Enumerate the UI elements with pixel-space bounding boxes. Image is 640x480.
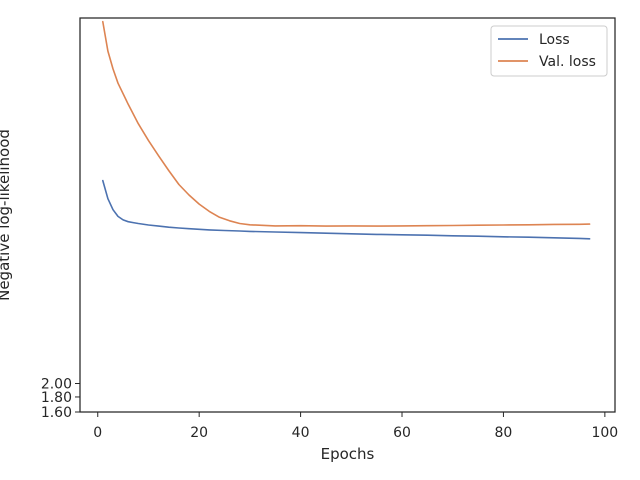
x-tick-label: 20	[190, 425, 208, 441]
y-tick-label: 1.80	[41, 390, 72, 406]
x-tick-layer: 0 20 40 60 80 100	[93, 412, 618, 441]
y-tick-label: 1.60	[41, 405, 72, 421]
y-tick-layer: 1.601.802.00	[41, 377, 80, 421]
series-layer	[102, 20, 591, 240]
x-tick-label: 40	[292, 425, 310, 441]
plot-frame	[79, 17, 616, 413]
x-tick-label: 80	[495, 425, 513, 441]
x-tick-label: 0	[93, 425, 102, 441]
legend-label: Val. loss	[539, 54, 596, 70]
x-tick-label: 100	[591, 425, 618, 441]
legend-label: Loss	[539, 32, 570, 48]
series-line-2	[102, 20, 591, 227]
x-tick-label: 60	[393, 425, 411, 441]
legend-items: Loss Val. loss	[498, 32, 596, 70]
x-axis-label: Epochs	[321, 445, 375, 463]
y-axis-label: Negative log-likelihood	[0, 129, 13, 301]
legend: Loss Val. loss	[490, 25, 608, 77]
series-line-1	[102, 179, 591, 240]
y-tick-label: 2.00	[41, 377, 72, 393]
